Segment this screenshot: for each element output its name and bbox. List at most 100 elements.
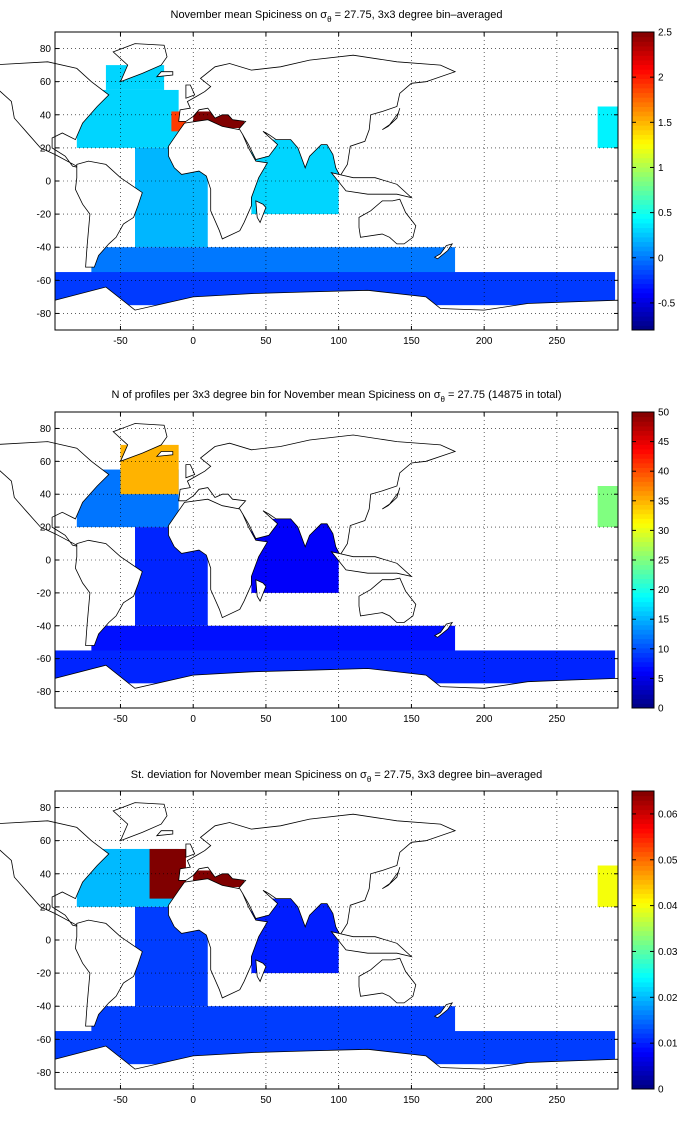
colorbar-segment [632,921,654,927]
y-tick-label: 0 [45,556,51,567]
colorbar-segment [632,148,654,154]
colorbar-segment [632,689,654,695]
colorbar-segment [632,1075,654,1081]
coastline-1 [0,61,110,169]
colorbar-segment [632,92,654,98]
colorbar-segment [632,832,654,839]
colorbar-segment [632,560,654,566]
colorbar-segment [632,578,654,584]
x-tick-label: 250 [549,1095,566,1106]
colorbar-segment [632,953,654,960]
colorbar-segment [632,439,654,445]
colorbar-segment [632,227,654,233]
coastline-3 [112,43,168,83]
colorbar: 0.06 0.05 0.04 0.03 0.02 0.01 0 [631,790,678,1096]
y-tick-label: 80 [40,424,52,435]
colorbar-tick-label: 0 [658,253,664,264]
colorbar-tick-label: 10 [658,644,670,655]
colorbar-segment [632,1047,654,1053]
x-tick-label: 100 [330,336,347,347]
colorbar-segment [632,1019,654,1025]
colorbar-tick-label: 5 [658,674,664,685]
coastline-9 [382,108,401,131]
colorbar-segment [632,78,654,84]
colorbar-segment [632,615,654,621]
colorbar-segment [632,555,654,561]
colorbar-segment [632,926,654,932]
coastline-3 [112,802,168,842]
data-region-8 [597,865,618,907]
y-tick-label: 40 [40,490,52,501]
colorbar-segment [632,661,654,667]
colorbar-segment [632,874,654,880]
colorbar-segment [632,597,654,603]
colorbar-segment [632,97,654,103]
colorbar-segment [632,1028,654,1034]
colorbar-segment [632,444,654,450]
colorbar-segment [632,120,654,126]
colorbar-segment [632,638,654,644]
colorbar-segment [632,828,654,834]
colorbar-segment [632,935,654,941]
colorbar-tick-label: 45 [658,437,670,448]
colorbar-segment [632,297,654,303]
coastlines [0,802,619,1090]
y-tick-label: 0 [45,177,51,188]
colorbar-segment [632,981,654,988]
coastline-10 [330,931,413,958]
data-region-7 [597,486,618,528]
x-tick-label: 0 [190,714,196,725]
colorbar-segment [632,129,654,135]
colorbar-segment [632,587,654,593]
colorbar-segment [632,684,654,690]
colorbar-segment [632,425,654,431]
coastline-3 [112,423,168,463]
coastline-1 [0,820,110,928]
colorbar-segment [632,45,654,52]
colorbar-segment [632,176,654,182]
colorbar-segment [632,311,654,317]
x-tick-label: 50 [260,336,272,347]
colorbar-segment [632,106,654,112]
colorbar-tick-label: 0.04 [658,901,678,912]
colorbar-segment [632,856,654,862]
colorbar-segment [632,236,654,243]
colorbar-segment [632,490,654,496]
colorbar-segment [632,269,654,275]
colorbar-segment [632,1070,654,1076]
colorbar-segment [632,814,654,820]
colorbar-segment [632,666,654,672]
y-tick-label: 80 [40,44,52,55]
colorbar-segment [632,541,654,547]
colorbar-segment [632,643,654,649]
chart-title: November mean Spiciness on σθ = 27.75, 3… [171,9,503,24]
coastline-8 [185,464,196,479]
colorbar-tick-label: 0.01 [658,1039,678,1050]
coastline-8 [185,843,196,858]
coastline-6 [358,577,417,623]
colorbar-segment [632,550,654,556]
colorbar-segment [632,977,654,983]
colorbar-segment [632,1033,654,1039]
x-tick-label: -50 [113,714,128,725]
colorbar-segment [632,143,654,149]
colorbar-segment [632,671,654,677]
colorbar-segment [632,1061,654,1067]
coastline-12 [255,200,267,224]
grid-lines [55,791,618,1089]
x-tick-label: 150 [403,714,420,725]
colorbar-tick-label: 0.03 [658,947,678,958]
colorbar-segment [632,204,654,210]
colorbar-segment [632,573,654,579]
colorbar-segment [632,569,654,575]
colorbar-segment [632,101,654,107]
coastline-6 [358,957,417,1004]
chart-title: N of profiles per 3x3 degree bin for Nov… [112,389,562,404]
colorbar-segment [632,1084,654,1090]
y-tick-label: -80 [37,309,52,320]
colorbar-segment [632,222,654,229]
colorbar-segment [632,893,654,899]
colorbar-segment [632,278,654,284]
colorbar-tick-label: 30 [658,526,670,537]
